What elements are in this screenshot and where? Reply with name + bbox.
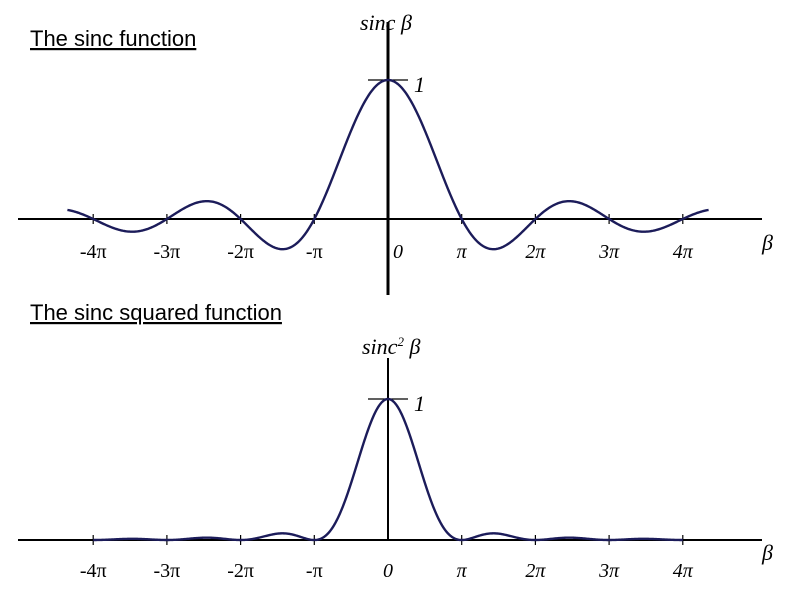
sinc-squared-chart: The sinc squared function sinc2 β β 1 -4… (18, 300, 773, 582)
x-tick-label: 3π (598, 560, 620, 582)
x-tick-label: -π (306, 560, 323, 582)
sinc-curve (67, 78, 709, 251)
y-axis-label: sinc2 β (362, 334, 420, 359)
x-tick-label: -π (306, 241, 323, 263)
x-tick-label: 0 (383, 560, 393, 582)
x-tick-label: 0 (393, 241, 403, 263)
x-tick-label: 3π (598, 241, 620, 263)
x-tick-label: -2π (227, 560, 254, 582)
y-axis-label-base: sinc (362, 334, 398, 359)
x-tick-label: -4π (80, 241, 107, 263)
x-tick-label: π (457, 560, 468, 582)
x-axis-label: β (761, 230, 773, 255)
x-tick-label: -4π (80, 560, 107, 582)
y-axis-label-var: β (404, 334, 421, 359)
sinc-squared-curve (93, 397, 683, 542)
y-axis-label: sinc β (360, 10, 412, 35)
x-tick-label: 2π (525, 241, 546, 263)
chart-title: The sinc squared function (30, 300, 282, 325)
x-tick-label: -3π (154, 241, 181, 263)
sinc-chart: The sinc function sinc β β 1 -4π -3π -2π -π… (18, 10, 773, 295)
y-max-label: 1 (414, 72, 425, 97)
x-axis-label: β (761, 540, 773, 565)
x-tick-label: π (457, 241, 468, 263)
x-tick-label: 4π (673, 241, 694, 263)
x-tick-label: 4π (673, 560, 694, 582)
y-axis-label-exponent: 2 (397, 334, 404, 349)
y-max-label: 1 (414, 391, 425, 416)
x-tick-group: -4π -3π -2π -π 0 π 2π 3π 4π (80, 535, 694, 582)
chart-title: The sinc function (30, 26, 196, 51)
x-tick-group: -4π -3π -2π -π 0 π 2π 3π 4π (80, 214, 694, 263)
x-tick-label: -2π (227, 241, 254, 263)
x-tick-label: 2π (525, 560, 546, 582)
x-tick-label: -3π (154, 560, 181, 582)
